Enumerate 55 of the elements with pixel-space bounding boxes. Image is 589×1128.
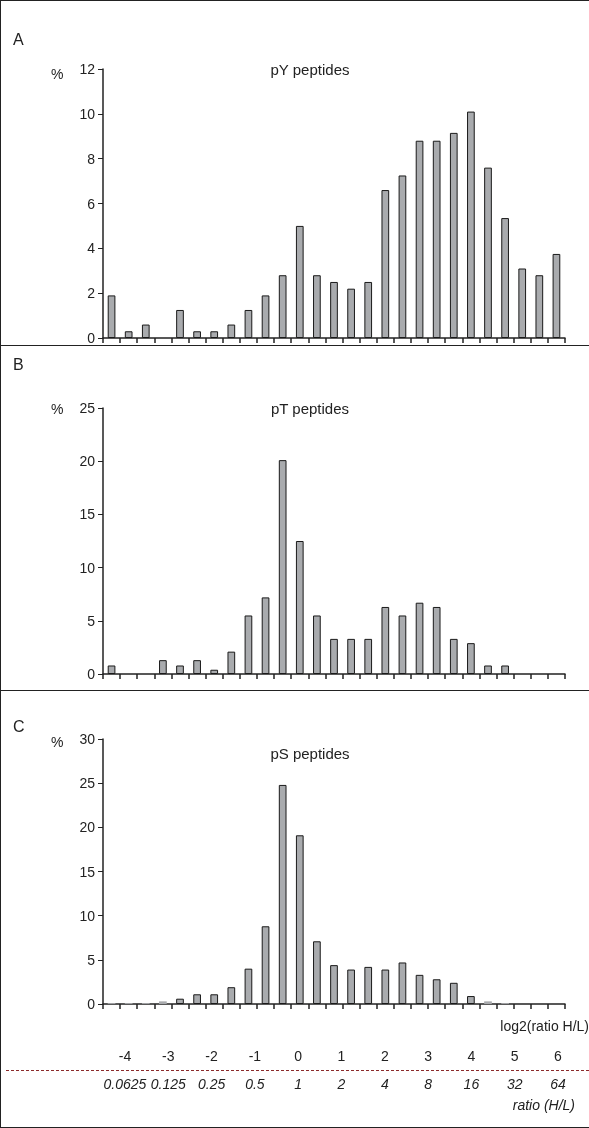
text: 3 xyxy=(424,1048,432,1064)
text: 1 xyxy=(337,1048,346,1064)
bar xyxy=(159,1001,167,1004)
y-tick-label: 30 xyxy=(79,731,96,747)
y-tick-label: 15 xyxy=(79,506,96,523)
text: 0.25 xyxy=(197,1076,226,1092)
text: A xyxy=(13,30,24,48)
chart-title: pT peptides xyxy=(270,400,350,417)
y-tick-label: 5 xyxy=(87,612,96,629)
text: 8 xyxy=(424,1076,432,1092)
y-tick-label: 10 xyxy=(79,105,96,122)
y-tick-label: 0 xyxy=(87,996,96,1012)
text: 0.125 xyxy=(150,1076,186,1092)
y-tick-label: 10 xyxy=(79,907,96,924)
text: log2(ratio H/L) xyxy=(500,1018,589,1034)
y-tick-label: 5 xyxy=(87,951,96,968)
y-tick-label: 8 xyxy=(87,150,96,167)
y-tick-label: 0 xyxy=(87,330,96,346)
y-axis-title: % xyxy=(51,66,64,82)
y-tick-label: 20 xyxy=(79,819,96,836)
y-tick-label: 25 xyxy=(79,400,96,416)
y-tick-label: 20 xyxy=(79,453,96,470)
text: 2 xyxy=(380,1048,389,1064)
y-tick-label: 25 xyxy=(79,775,96,792)
text: 1 xyxy=(294,1076,303,1092)
y-tick-label: 10 xyxy=(79,559,96,576)
text: -3 xyxy=(162,1048,175,1064)
y-tick-label: 15 xyxy=(79,863,96,880)
y-tick-label: 0 xyxy=(87,666,96,682)
text: 0 xyxy=(294,1048,303,1064)
text: C xyxy=(13,717,25,735)
text: 64 xyxy=(550,1076,566,1092)
y-tick-label: 6 xyxy=(87,195,96,212)
y-tick-label: 2 xyxy=(87,285,96,302)
text: 4 xyxy=(380,1076,389,1092)
text: 0.5 xyxy=(245,1076,265,1092)
y-axis-title: % xyxy=(51,401,64,417)
y-tick-label: 4 xyxy=(87,240,96,257)
text: ratio (H/L) xyxy=(512,1097,575,1113)
text: 32 xyxy=(506,1076,523,1092)
text: -4 xyxy=(118,1048,132,1064)
text: -1 xyxy=(248,1048,262,1064)
y-tick-label: 12 xyxy=(79,61,96,77)
text: -2 xyxy=(205,1048,218,1064)
text: 0.0625 xyxy=(103,1076,147,1092)
text: 2 xyxy=(337,1076,346,1092)
text: 16 xyxy=(463,1076,480,1092)
text: 5 xyxy=(510,1048,519,1064)
bar xyxy=(484,1001,492,1004)
text: 4 xyxy=(467,1048,476,1064)
text: 6 xyxy=(554,1048,562,1064)
chart-title: pY peptides xyxy=(270,61,350,78)
y-axis-title: % xyxy=(51,734,64,750)
text: B xyxy=(13,355,24,373)
chart-title: pS peptides xyxy=(270,745,350,762)
